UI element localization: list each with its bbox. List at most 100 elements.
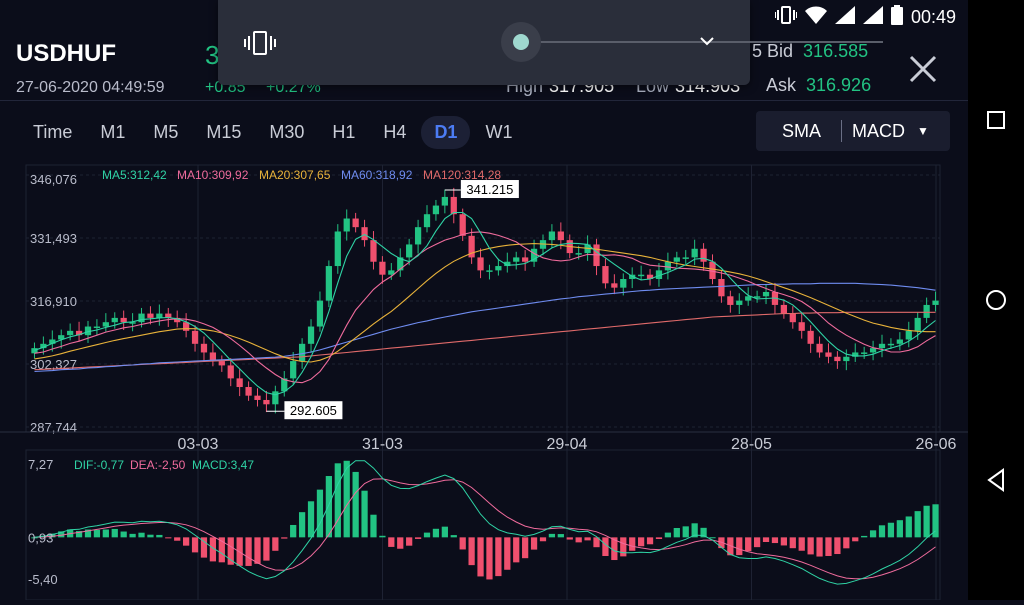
macd-histogram-bar bbox=[477, 537, 484, 577]
macd-histogram-bar bbox=[664, 532, 672, 538]
candle-body bbox=[905, 330, 912, 340]
macd-histogram-bar bbox=[388, 537, 395, 547]
candle-body bbox=[388, 270, 395, 275]
candle-body bbox=[40, 343, 47, 349]
tab-m5[interactable]: M5 bbox=[153, 121, 179, 142]
macd-histogram-bar bbox=[174, 537, 181, 541]
ma-legend-item: MA5:312,42 bbox=[102, 168, 167, 182]
candle-body bbox=[575, 253, 582, 255]
system-nav-bar bbox=[968, 0, 1024, 600]
candle-body bbox=[548, 231, 556, 241]
price-axis-label: 287,744 bbox=[30, 420, 77, 435]
macd-axis-label: 0,93 bbox=[28, 530, 53, 545]
candle-body bbox=[878, 343, 886, 349]
candle-body bbox=[504, 261, 511, 267]
tab-m1[interactable]: M1 bbox=[100, 121, 126, 142]
tab-m30[interactable]: M30 bbox=[269, 121, 305, 142]
symbol-title: USDHUF bbox=[16, 40, 116, 67]
close-icon bbox=[909, 55, 937, 83]
price-chart[interactable]: 346,076331,493316,910302,327287,74403-03… bbox=[0, 160, 968, 600]
candle-body bbox=[834, 356, 841, 362]
last-price: 3 bbox=[205, 40, 220, 70]
candle-body bbox=[914, 317, 921, 331]
main-indicator[interactable]: SMA bbox=[756, 120, 843, 142]
macd-histogram-bar bbox=[709, 537, 716, 539]
tab-time[interactable]: Time bbox=[33, 121, 73, 142]
macd-histogram-bar bbox=[852, 537, 859, 542]
candle-body bbox=[682, 257, 689, 259]
tab-w1[interactable]: W1 bbox=[485, 121, 513, 142]
macd-histogram-bar bbox=[441, 526, 448, 538]
macd-histogram-bar bbox=[165, 537, 172, 539]
candle-body bbox=[245, 387, 252, 396]
candle-body bbox=[102, 322, 109, 327]
candle-body bbox=[263, 399, 270, 405]
volume-slider-track[interactable] bbox=[521, 41, 883, 43]
timeframe-tabs: Time M1 M5 M15 M30 H1 H4 D1 W1 bbox=[20, 115, 527, 149]
home-icon[interactable] bbox=[986, 290, 1006, 310]
macd-histogram-bar bbox=[914, 511, 921, 538]
candle-body bbox=[67, 330, 74, 336]
tab-m15[interactable]: M15 bbox=[206, 121, 242, 142]
macd-plot-frame bbox=[25, 449, 941, 600]
close-button[interactable] bbox=[904, 50, 942, 88]
macd-histogram-bar bbox=[896, 520, 903, 538]
macd-histogram-bar bbox=[272, 537, 279, 551]
tab-d1[interactable]: D1 bbox=[421, 115, 471, 149]
candle-body bbox=[129, 322, 136, 324]
ma-legend-item: MA60:318,92 bbox=[341, 168, 413, 182]
recents-icon[interactable] bbox=[987, 111, 1005, 129]
candle-body bbox=[611, 283, 618, 288]
macd-histogram-bar bbox=[84, 529, 92, 538]
macd-histogram-bar bbox=[700, 527, 707, 538]
candle-body bbox=[861, 352, 868, 354]
ma-legend-item: MA10:309,92 bbox=[177, 168, 249, 182]
date-axis-label: 28-05 bbox=[731, 436, 772, 453]
candle-body bbox=[165, 313, 172, 318]
candle-body bbox=[709, 261, 716, 280]
macd-histogram-bar bbox=[557, 534, 564, 538]
macd-histogram-bar bbox=[75, 531, 83, 538]
candle-body bbox=[120, 317, 127, 323]
macd-histogram-bar bbox=[593, 537, 600, 548]
status-bar: 00:49 bbox=[760, 0, 968, 34]
macd-histogram-bar bbox=[816, 537, 823, 557]
back-icon[interactable] bbox=[987, 468, 1004, 492]
candle-body bbox=[923, 304, 930, 318]
dropdown-caret-icon[interactable]: ▼ bbox=[917, 124, 929, 138]
candle-body bbox=[655, 270, 663, 280]
sub-indicator[interactable]: MACD bbox=[852, 120, 906, 141]
candle-body bbox=[646, 274, 654, 280]
macd-histogram-bar bbox=[49, 533, 56, 538]
macd-histogram-bar bbox=[727, 537, 734, 556]
macd-histogram-bar bbox=[468, 537, 475, 566]
macd-histogram-bar bbox=[638, 537, 645, 547]
chevron-down-icon[interactable] bbox=[698, 35, 716, 49]
candle-body bbox=[459, 214, 466, 236]
candle-body bbox=[316, 300, 324, 327]
candle-body bbox=[31, 348, 38, 354]
macd-histogram-bar bbox=[522, 537, 529, 559]
tab-h4[interactable]: H4 bbox=[383, 121, 407, 142]
candle-body bbox=[147, 313, 154, 318]
volume-slider-thumb[interactable] bbox=[501, 22, 541, 62]
candle-body bbox=[138, 313, 145, 323]
signal-icon bbox=[834, 5, 855, 29]
macd-histogram-bar bbox=[263, 537, 270, 561]
tab-h1[interactable]: H1 bbox=[332, 121, 356, 142]
ma-legend-item: MA20:307,65 bbox=[259, 168, 331, 182]
volume-panel bbox=[218, 0, 883, 85]
candle-body bbox=[414, 227, 422, 245]
indicator-selector[interactable]: SMA MACD ▼ bbox=[756, 111, 950, 151]
candle-body bbox=[700, 248, 707, 262]
macd-histogram-bar bbox=[548, 533, 556, 538]
macd-histogram-bar bbox=[655, 537, 663, 539]
date-axis-label: 31-03 bbox=[362, 436, 403, 453]
candle-body bbox=[183, 322, 190, 331]
candle-body bbox=[49, 339, 56, 344]
candle-body bbox=[218, 361, 225, 366]
bid-value: 316.585 bbox=[803, 41, 869, 61]
min-price-label: 292.605 bbox=[290, 403, 337, 418]
macd-histogram-bar bbox=[861, 535, 868, 538]
vibrate-icon[interactable] bbox=[244, 30, 276, 56]
